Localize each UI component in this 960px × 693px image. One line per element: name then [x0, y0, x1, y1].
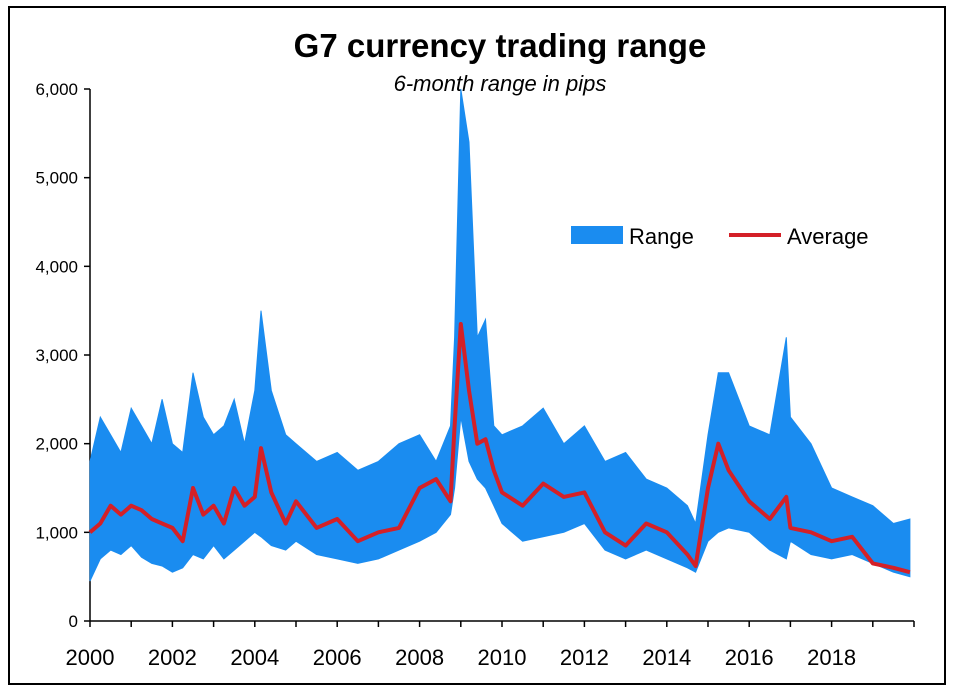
chart-subtitle: 6-month range in pips [394, 71, 607, 96]
x-tick-label: 2012 [560, 645, 609, 670]
y-axis: 0 1,000 2,000 3,000 4,000 5,000 6,000 [35, 80, 91, 631]
x-tick-label: 2002 [148, 645, 197, 670]
average-line [88, 322, 911, 575]
x-tick-label: 2000 [66, 645, 115, 670]
x-tick-label: 2014 [642, 645, 691, 670]
y-tick-label: 0 [69, 612, 78, 631]
range-band [89, 88, 911, 582]
legend: Range Average [571, 224, 869, 249]
legend-average-label: Average [787, 224, 869, 249]
y-tick-label: 4,000 [35, 257, 78, 276]
legend-range-swatch [571, 226, 623, 244]
x-tick-label: 2018 [807, 645, 856, 670]
y-tick-label: 3,000 [35, 346, 78, 365]
y-tick-label: 5,000 [35, 169, 78, 188]
legend-range-label: Range [629, 224, 694, 249]
x-tick-label: 2008 [395, 645, 444, 670]
x-tick-label: 2016 [725, 645, 774, 670]
y-tick-label: 2,000 [35, 435, 78, 454]
x-axis: 2000 2002 2004 2006 2008 2010 2012 2014 2016 2018 [66, 620, 915, 670]
y-tick-label: 6,000 [35, 80, 78, 99]
x-tick-label: 2010 [478, 645, 527, 670]
y-tick-label: 1,000 [35, 523, 78, 542]
x-tick-label: 2006 [313, 645, 362, 670]
x-tick-label: 2004 [230, 645, 279, 670]
plot-area [88, 88, 911, 582]
chart-title: G7 currency trading range [294, 27, 707, 64]
